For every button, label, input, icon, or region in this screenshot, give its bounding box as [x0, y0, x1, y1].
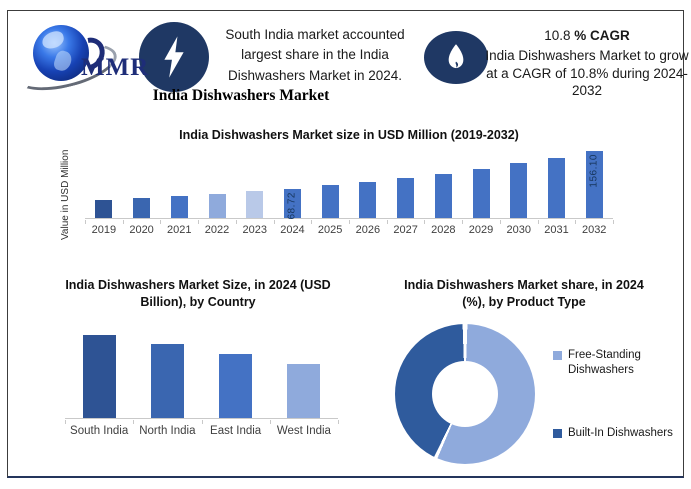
bar-cell [500, 151, 538, 218]
x-axis-label: East India [210, 425, 262, 437]
cagr-headline: 10.8 % CAGR [487, 28, 687, 43]
bar-cell [133, 331, 201, 418]
bar-cell [462, 151, 500, 218]
bar-2025 [321, 185, 339, 218]
x-axis-label: 2022 [204, 224, 230, 236]
x-axis-label: 2026 [355, 224, 381, 236]
legend-item-free-standing: Free-Standing Dishwashers [553, 348, 689, 378]
logo-text: MMR [81, 54, 150, 81]
bar-cell [65, 331, 133, 418]
flame-badge [424, 31, 488, 84]
x-axis-label: 2024 [280, 224, 305, 236]
bar-2019 [95, 200, 113, 218]
y-axis-label: Value in USD Million [60, 149, 71, 241]
x-axis-label: North India [139, 425, 196, 437]
donut-chart-title: India Dishwashers Market share, in 2024 … [404, 278, 644, 309]
annual-chart-x-axis [85, 220, 614, 224]
bar-north-india [150, 344, 184, 418]
mmr-globe-logo-icon [33, 25, 89, 81]
x-axis-label: South India [70, 425, 129, 437]
x-axis-label: 2023 [242, 224, 267, 236]
market-highlight-text: South India market accounted largest sha… [225, 27, 405, 83]
bar-2020 [133, 198, 151, 218]
bar-west-india [287, 364, 321, 418]
bar-cell: 156.10 [575, 151, 613, 218]
country-chart-title: India Dishwashers Market Size, in 2024 (… [65, 278, 331, 309]
annual-market-size-chart: 68.72 156.10 [85, 151, 613, 220]
bar-2023 [246, 191, 264, 218]
country-bar-chart [65, 331, 338, 419]
bar-2031 [547, 158, 565, 218]
legend-marker-free-standing [553, 351, 562, 360]
bar-cell [387, 151, 425, 218]
bar-cell [424, 151, 462, 218]
bar-cell [123, 151, 161, 218]
bar-cell [198, 151, 236, 218]
report-title: India Dishwashers Market [152, 87, 330, 104]
x-axis-label: 2030 [506, 224, 531, 236]
x-axis-label: West India [276, 425, 331, 437]
bar-2029 [472, 169, 490, 218]
legend-label-built-in: Built-In Dishwashers [568, 426, 673, 439]
bar-value-label: 68.72 [286, 192, 298, 220]
infographic-frame: MMR South India market accounted largest… [7, 10, 689, 478]
x-axis-label: 2019 [91, 224, 117, 236]
bar-2028 [434, 174, 452, 218]
legend-label-free-standing: Free-Standing Dishwashers [568, 349, 641, 376]
bar-south-india [82, 335, 116, 418]
x-axis-label: 2028 [431, 224, 456, 236]
x-axis-label: 2032 [581, 224, 607, 236]
bar-2027 [397, 178, 415, 218]
x-axis-label: 2031 [544, 224, 569, 236]
annual-chart-x-labels: 2019 2020 2021 2022 2023 2024 2025 2026 2027 2028… [85, 224, 613, 236]
cagr-description-text: India Dishwashers Market to grow at a CA… [485, 48, 689, 99]
lightning-badge [139, 22, 209, 92]
bar-cell [160, 151, 198, 218]
legend-item-built-in: Built-In Dishwashers [553, 426, 689, 441]
annual-chart-title: India Dishwashers Market size in USD Mil… [179, 128, 519, 142]
bar-2022 [208, 194, 226, 218]
x-axis-label: 2020 [129, 224, 154, 236]
bar-cell [270, 331, 338, 418]
x-axis-label: 2027 [393, 224, 418, 236]
bar-value-label: 156.10 [588, 154, 600, 188]
donut-legend: Free-Standing Dishwashers Built-In Dishw… [553, 348, 689, 489]
bar-2032: 156.10 [585, 151, 603, 218]
bar-cell [236, 151, 274, 218]
bar-2026 [359, 182, 377, 218]
x-axis-label: 2029 [468, 224, 494, 236]
donut-hole [432, 361, 498, 427]
cagr-unit: % CAGR [574, 28, 630, 43]
bar-cell [311, 151, 349, 218]
country-chart-x-labels: South India North India East India West Ind… [65, 425, 338, 437]
bar-2024: 68.72 [283, 189, 301, 220]
bar-cell: 68.72 [274, 151, 312, 220]
x-axis-label: 2025 [317, 224, 343, 236]
x-axis-label: 2021 [167, 224, 192, 236]
country-chart-x-axis [65, 420, 339, 424]
bar-cell [85, 151, 123, 218]
bar-cell [349, 151, 387, 218]
lightning-bolt-icon [164, 36, 184, 78]
legend-marker-built-in [553, 428, 562, 438]
product-type-donut-chart [395, 324, 535, 464]
bar-cell [202, 331, 270, 418]
flame-icon [448, 43, 464, 68]
bar-east-india [219, 354, 253, 418]
bar-cell [538, 151, 576, 218]
bar-2021 [170, 196, 188, 218]
bar-2030 [510, 163, 528, 218]
cagr-value: 10.8 [544, 28, 575, 43]
